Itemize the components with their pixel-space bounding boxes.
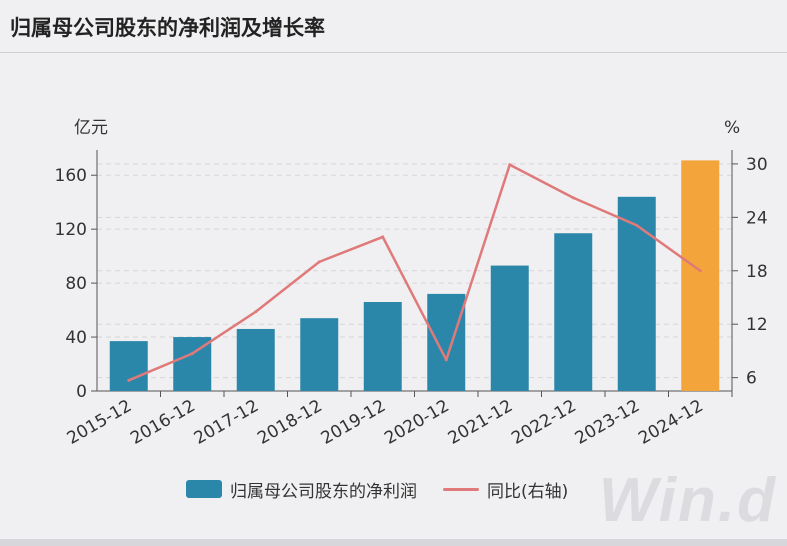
bar [109, 341, 148, 391]
legend[interactable]: 归属母公司股东的净利润 同比(右轴) [186, 478, 569, 502]
y-right-tick-label: 18 [746, 262, 768, 282]
y-right-tick-label: 12 [746, 315, 768, 335]
line-series-yoy [128, 163, 701, 382]
watermark-logo: Win.d [598, 466, 777, 535]
y-left-tick-label: 40 [65, 328, 87, 348]
line-point [190, 352, 194, 356]
x-tick-label: 2017-12 [191, 396, 263, 449]
y-right-tick-label: 6 [746, 369, 757, 389]
chart-title: 归属母公司股东的净利润及增长率 [10, 16, 325, 40]
legend-line-swatch [443, 487, 479, 491]
x-tick-label: 2024-12 [635, 396, 707, 449]
y-left-axis-label: 亿元 [74, 118, 108, 138]
line-point [444, 358, 448, 362]
line-point [317, 260, 321, 264]
x-tick-label: 2021-12 [445, 396, 517, 449]
x-tick-label: 2018-12 [254, 396, 326, 449]
legend-bar-label: 归属母公司股东的净利润 [230, 481, 417, 502]
x-tick-label: 2019-12 [318, 396, 390, 449]
legend-bar-swatch [186, 480, 222, 498]
x-tick-label: 2016-12 [127, 396, 199, 449]
line-point [508, 163, 512, 167]
y-right-tick-label: 30 [746, 155, 768, 175]
y-left-tick-label: 80 [65, 274, 87, 294]
y-right-tick-label: 24 [746, 208, 768, 228]
y-right-axis-label: % [724, 118, 740, 138]
y-left-tick-label: 160 [55, 166, 87, 186]
line-point [635, 223, 639, 227]
line-point [698, 269, 702, 273]
bar [490, 265, 529, 391]
y-left-tick-label: 120 [55, 220, 87, 240]
line-point [127, 378, 131, 382]
bar [300, 318, 339, 391]
x-tick-label: 2023-12 [572, 396, 644, 449]
bar [236, 328, 275, 391]
line-point [381, 235, 385, 239]
bar [681, 160, 720, 391]
x-tick-label: 2015-12 [64, 396, 136, 449]
x-tick-label: 2022-12 [508, 396, 580, 449]
bottom-strip [0, 539, 787, 546]
legend-line-label: 同比(右轴) [487, 481, 569, 502]
y-left-tick-label: 0 [76, 382, 87, 402]
bar [363, 301, 402, 391]
title-bar: 归属母公司股东的净利润及增长率 [0, 0, 787, 53]
bar [427, 293, 466, 391]
bar [554, 233, 593, 391]
line-point [571, 196, 575, 200]
line-point [254, 310, 258, 314]
x-tick-label: 2020-12 [381, 396, 453, 449]
bar [617, 196, 656, 391]
